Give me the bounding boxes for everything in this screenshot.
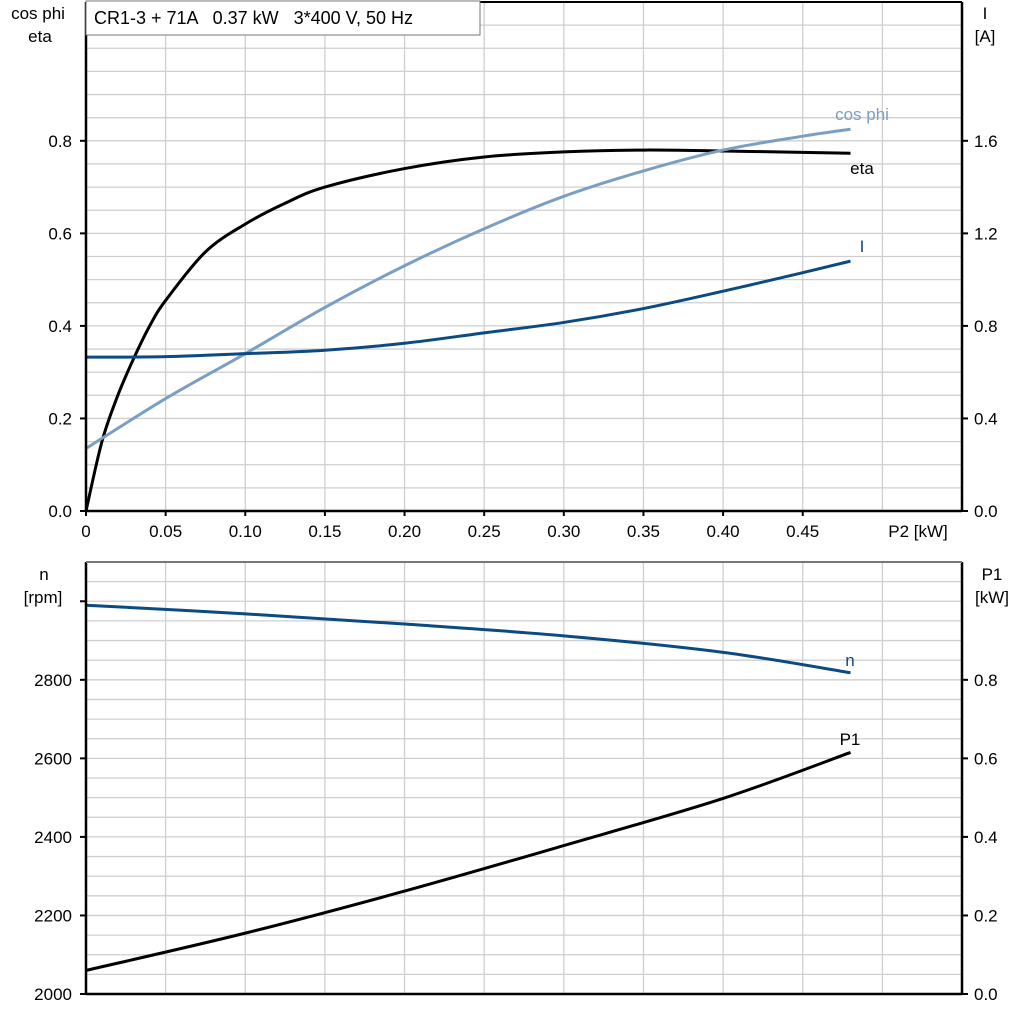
right-tick-label: 0.2 <box>974 906 998 925</box>
series-layer <box>84 127 852 972</box>
bottom-plot-grid <box>86 562 962 994</box>
series-label-p1: P1 <box>840 730 861 749</box>
title-box <box>85 0 481 36</box>
left-tick-label: 0.0 <box>48 502 72 521</box>
series-line-eta <box>84 148 851 512</box>
x-tick-label: 0.10 <box>229 522 262 541</box>
right-tick-label: 0.8 <box>974 671 998 690</box>
x-tick-label: 0.15 <box>308 522 341 541</box>
right-tick-label: 1.2 <box>974 224 998 243</box>
right-tick-label: 0.4 <box>974 409 998 428</box>
series-label-cos-phi: cos phi <box>835 105 889 124</box>
left-tick-label: 0.4 <box>48 317 72 336</box>
series-label-i: I <box>860 237 865 256</box>
top-right-axis-label-1: I <box>983 4 988 23</box>
left-tick-label: 2800 <box>34 671 72 690</box>
tick-labels: 0.0 0.2 0.4 0.6 0.8 0.0 0.4 0.8 1.2 1.6 0 0.05 0.10 0… <box>34 132 997 1004</box>
right-tick-label: 0.6 <box>974 749 998 768</box>
x-tick-label: 0 <box>81 522 90 541</box>
right-tick-label: 0.4 <box>974 828 998 847</box>
series-line-i <box>85 259 851 359</box>
top-right-axis-label-2: [A] <box>975 27 996 46</box>
x-axis-label: P2 [kW] <box>888 522 948 541</box>
series-line-p1 <box>85 751 852 972</box>
bottom-right-axis-label-2: [kW] <box>975 588 1009 607</box>
x-tick-label: 0.20 <box>388 522 421 541</box>
chart-title: CR1-3 + 71A 0.37 kW 3*400 V, 50 Hz <box>94 8 413 28</box>
right-tick-label: 1.6 <box>974 132 998 151</box>
right-tick-label: 0.8 <box>974 317 998 336</box>
x-tick-label: 0.40 <box>707 522 740 541</box>
top-left-axis-label-2: eta <box>28 27 52 46</box>
left-tick-label: 0.2 <box>48 409 72 428</box>
left-tick-label: 2000 <box>34 985 72 1004</box>
axes-layer <box>80 1 968 996</box>
series-line-n <box>85 603 851 675</box>
bottom-right-axis-label-1: P1 <box>982 565 1003 584</box>
bottom-left-axis-label-2: [rpm] <box>24 588 63 607</box>
left-tick-label: 2200 <box>34 906 72 925</box>
series-line-cos-phi <box>85 127 851 450</box>
x-tick-label: 0.45 <box>786 522 819 541</box>
right-tick-label: 0.0 <box>974 985 998 1004</box>
series-label-eta: eta <box>850 159 874 178</box>
left-tick-label: 2600 <box>34 749 72 768</box>
left-tick-label: 0.6 <box>48 224 72 243</box>
right-tick-label: 0.0 <box>974 502 998 521</box>
top-left-axis-label-1: cos phi <box>11 4 65 23</box>
x-tick-label: 0.35 <box>627 522 660 541</box>
series-label-n: n <box>845 651 854 670</box>
top-plot-grid <box>86 2 962 511</box>
bottom-left-axis-label-1: n <box>39 565 48 584</box>
left-tick-label: 0.8 <box>48 132 72 151</box>
x-tick-label: 0.05 <box>149 522 182 541</box>
x-tick-label: 0.25 <box>468 522 501 541</box>
x-tick-label: 0.30 <box>547 522 580 541</box>
left-tick-label: 2400 <box>34 828 72 847</box>
